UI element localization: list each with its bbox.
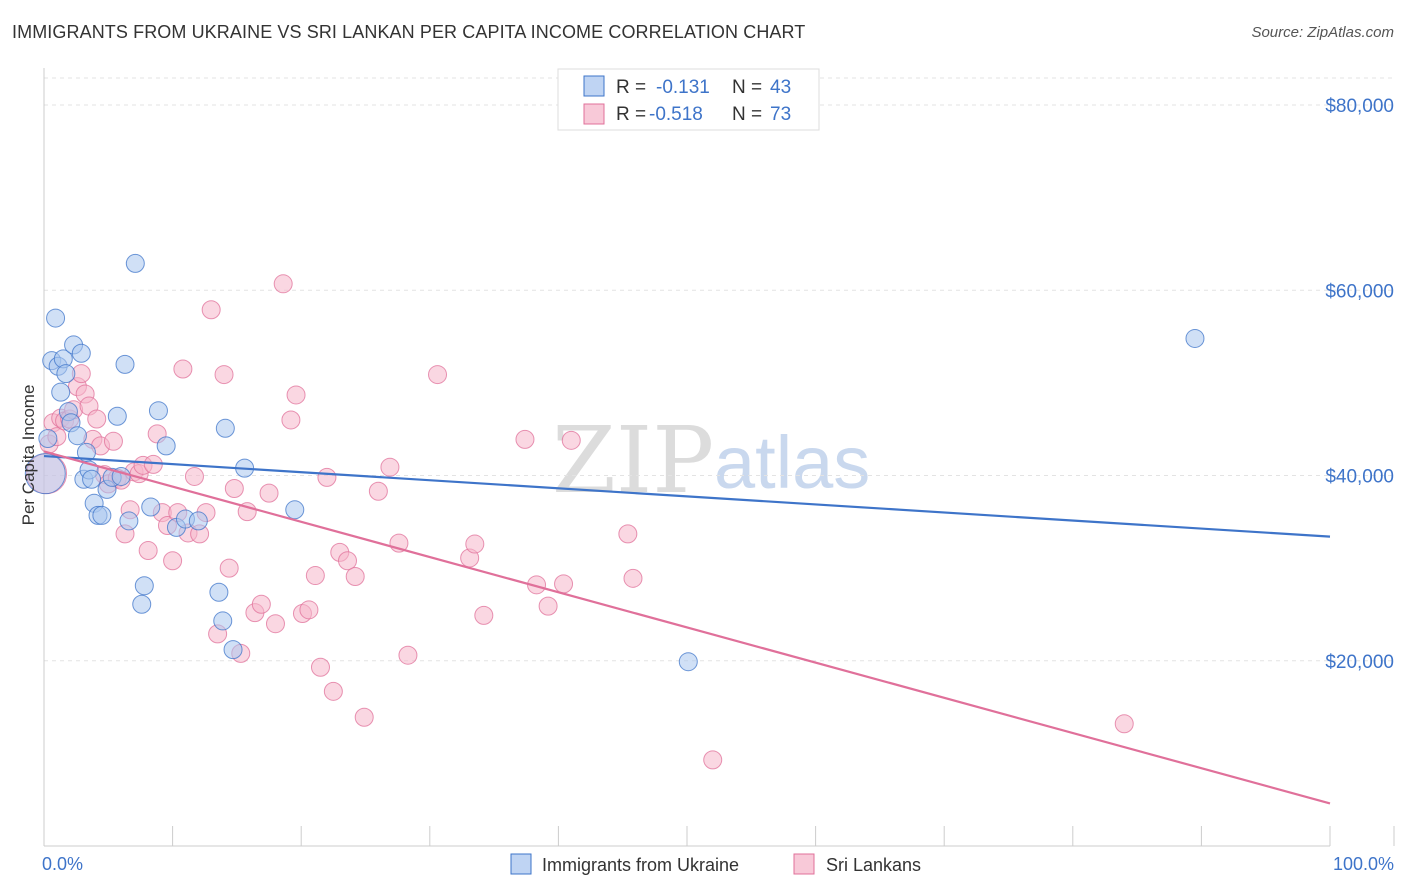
ukraine-point-11 [71, 343, 91, 363]
ukraine-point-35 [213, 611, 233, 631]
legend-n-value-ukraine: 43 [770, 77, 791, 98]
sri-lankans-trend-line [43, 450, 1331, 805]
sri-lankan-point-17 [103, 431, 123, 451]
legend-n-label-ukraine: N = [732, 77, 762, 98]
bottom-legend-swatch-sri-lankans [793, 853, 815, 875]
x-tick-label-min: 0.0% [42, 854, 83, 874]
ukraine-point-2 [46, 308, 66, 328]
sri-lankan-point-37 [201, 300, 221, 320]
ukraine-point-23 [115, 354, 135, 374]
sri-lankan-point-59 [345, 566, 365, 586]
gridlines [44, 77, 1394, 662]
legend-r-label-sri-lankans: R = [616, 104, 646, 125]
sri-lankan-point-67 [465, 534, 485, 554]
sri-lankan-point-48 [273, 274, 293, 294]
ukraine-point-15 [82, 469, 102, 489]
ukraine-point-41 [1185, 328, 1205, 348]
legend-r-value-sri-lankans: -0.518 [649, 104, 703, 125]
sri-lankan-point-64 [398, 645, 418, 665]
ukraine-point-26 [132, 594, 152, 614]
ukraine-point-42 [24, 453, 66, 495]
sri-lankan-point-71 [538, 596, 558, 616]
legend-n-value-sri-lankans: 73 [770, 104, 791, 125]
sri-lankan-point-34 [184, 466, 204, 486]
watermark-zip: ZIP [552, 407, 714, 514]
trend-lines [43, 450, 1331, 805]
sri-lankan-point-54 [310, 657, 330, 677]
sri-lankan-point-46 [259, 483, 279, 503]
legend-swatch-sri-lankans [583, 103, 605, 125]
ukraine-point-39 [285, 500, 305, 520]
sri-lankan-point-76 [703, 750, 723, 770]
bottom-legend-label-sri-lankans: Sri Lankans [826, 855, 921, 875]
sri-lankan-point-40 [219, 558, 239, 578]
ukraine-point-29 [148, 401, 168, 421]
ukraine-point-18 [92, 505, 112, 525]
ukraine-point-25 [125, 253, 145, 273]
sri-lankan-point-74 [618, 524, 638, 544]
sri-lankan-point-69 [515, 429, 535, 449]
ukraine-point-24 [119, 511, 139, 531]
ukraine-point-27 [134, 576, 154, 596]
ukraine-point-6 [56, 364, 76, 384]
sri-lankan-point-13 [87, 409, 107, 429]
legend-swatch-ukraine [583, 75, 605, 97]
legend-n-label-sri-lankans: N = [732, 104, 762, 125]
ukraine-points [24, 253, 1205, 672]
sri-lankan-point-53 [305, 566, 325, 586]
ukraine-point-33 [188, 511, 208, 531]
sri-lankan-point-47 [265, 614, 285, 634]
sri-lankan-point-65 [428, 365, 448, 385]
y-tick-label-40000: $40,000 [1325, 467, 1394, 488]
sri-lankan-point-75 [623, 568, 643, 588]
y-tick-label-20000: $20,000 [1325, 652, 1394, 673]
sri-lankan-point-72 [554, 574, 574, 594]
sri-lankan-point-58 [337, 551, 357, 571]
ukraine-point-0 [38, 428, 58, 448]
sri-lankan-point-45 [251, 594, 271, 614]
sri-lankan-point-77 [1114, 714, 1134, 734]
sri-lankan-point-68 [474, 605, 494, 625]
ukraine-point-28 [141, 497, 161, 517]
y-tick-label-60000: $60,000 [1325, 281, 1394, 302]
sri-lankan-point-55 [317, 467, 337, 487]
legend-r-label-ukraine: R = [616, 77, 646, 98]
ukraine-point-30 [156, 436, 176, 456]
ukraine-point-36 [215, 418, 235, 438]
sri-lankan-point-32 [173, 359, 193, 379]
sri-lankan-point-49 [281, 410, 301, 430]
sri-lankan-point-41 [224, 478, 244, 498]
sri-lankan-point-52 [299, 600, 319, 620]
ukraine-trend-line [43, 454, 1331, 538]
x-ticks [43, 826, 1395, 846]
chart-source: Source: ZipAtlas.com [1251, 24, 1394, 41]
sri-lankan-point-39 [214, 365, 234, 385]
sri-lankan-point-62 [380, 457, 400, 477]
bottom-legend-swatch-ukraine [510, 853, 532, 875]
chart-title: IMMIGRANTS FROM UKRAINE VS SRI LANKAN PE… [12, 22, 806, 42]
bottom-legend-label-ukraine: Immigrants from Ukraine [542, 855, 739, 875]
sri-lankan-point-61 [368, 481, 388, 501]
sri-lankan-point-30 [163, 551, 183, 571]
ukraine-point-21 [107, 406, 127, 426]
bottom-legend: Immigrants from Ukraine Sri Lankans [510, 853, 921, 875]
ukraine-point-40 [678, 652, 698, 672]
ukraine-point-10 [67, 426, 87, 446]
sri-lankan-point-50 [286, 385, 306, 405]
legend-r-value-ukraine: -0.131 [656, 77, 710, 98]
sri-lankan-point-56 [323, 681, 343, 701]
x-tick-label-max: 100.0% [1333, 854, 1394, 874]
sri-lankan-point-25 [138, 541, 158, 561]
ukraine-point-34 [209, 582, 229, 602]
sri-lankan-point-73 [561, 430, 581, 450]
watermark-atlas: atlas [714, 421, 870, 504]
ukraine-point-37 [223, 640, 243, 660]
y-tick-label-80000: $80,000 [1325, 96, 1394, 117]
legend: R = -0.131 N = 43 R = -0.518 N = 73 [557, 68, 820, 131]
ukraine-point-4 [51, 382, 71, 402]
y-axis-label: Per Capita Income [19, 385, 38, 526]
sri-lankan-point-60 [354, 707, 374, 727]
y-tick-labels: $20,000 $40,000 $60,000 $80,000 [1325, 96, 1394, 673]
